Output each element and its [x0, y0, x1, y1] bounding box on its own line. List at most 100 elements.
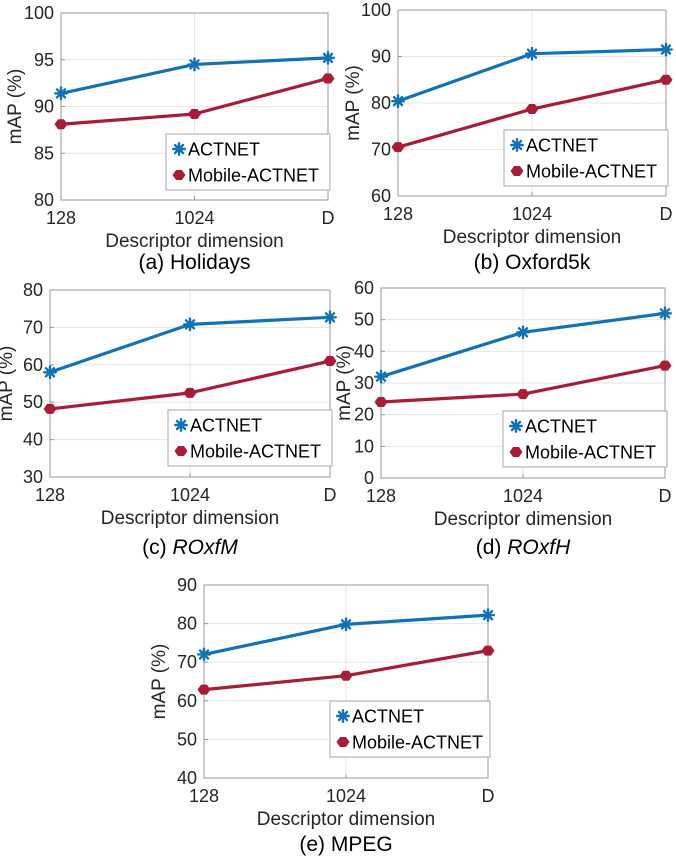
- y-tick-label: 40: [354, 341, 374, 361]
- legend-label: Mobile-ACTNET: [188, 166, 319, 186]
- series-actnet-marker-asterisk: [659, 42, 673, 57]
- y-axis-label: mAP (%): [343, 65, 364, 141]
- y-axis-label: mAP (%): [5, 69, 26, 145]
- y-tick-label: 0: [364, 468, 374, 488]
- y-tick-label: 100: [361, 0, 391, 20]
- legend-label: ACTNET: [525, 417, 597, 437]
- series-mobile-actnet-marker-hexagon: [43, 403, 57, 414]
- y-tick-label: 80: [23, 280, 43, 300]
- series-mobile-actnet-marker-hexagon: [54, 119, 68, 130]
- legend-box: [329, 700, 490, 758]
- legend-label: Mobile-ACTNET: [352, 733, 483, 753]
- y-tick-label: 90: [371, 47, 391, 67]
- legend-label: ACTNET: [188, 140, 260, 160]
- series-actnet-marker-asterisk: [658, 306, 672, 321]
- series-actnet-marker-asterisk: [338, 617, 353, 632]
- series-mobile-actnet-marker-hexagon: [321, 73, 335, 84]
- legend-box: [165, 133, 331, 191]
- series-mobile-actnet-marker-hexagon: [188, 108, 201, 119]
- series-mobile-actnet-marker-hexagon: [525, 104, 539, 115]
- legend-actnet-marker-asterisk: [173, 417, 189, 433]
- legend-actnet-marker-asterisk: [508, 418, 524, 434]
- series-mobile-actnet-marker-hexagon: [659, 74, 673, 85]
- y-tick-label: 30: [354, 373, 374, 393]
- x-axis-label: Descriptor dimension: [101, 508, 279, 529]
- x-tick-label: 1024: [512, 204, 552, 224]
- series-actnet-marker-asterisk: [182, 317, 198, 332]
- legend-label: ACTNET: [190, 416, 262, 436]
- x-tick-label: D: [324, 485, 337, 505]
- y-tick-label: 60: [23, 355, 43, 375]
- series-actnet-marker-asterisk: [196, 647, 211, 662]
- series-mobile-actnet-marker-hexagon: [658, 360, 672, 371]
- chart-caption: (e) MPEG: [299, 833, 392, 856]
- series-mobile-actnet-marker-hexagon: [183, 387, 197, 398]
- y-tick-label: 30: [23, 467, 43, 487]
- legend-mobile-actnet-marker-hexagon: [510, 166, 524, 176]
- y-tick-label: 60: [354, 278, 374, 298]
- chart-caption: (b) Oxford5k: [474, 251, 591, 274]
- x-tick-label: 1024: [503, 486, 543, 506]
- legend-mobile-actnet-marker-hexagon: [172, 170, 186, 180]
- x-tick-label: D: [659, 486, 672, 506]
- legend-box: [502, 410, 668, 468]
- legend-label: Mobile-ACTNET: [526, 162, 657, 182]
- y-tick-label: 95: [34, 50, 54, 70]
- legend-box: [167, 409, 333, 467]
- y-tick-label: 90: [34, 97, 54, 117]
- x-tick-label: 1024: [170, 485, 210, 505]
- x-tick-label: 128: [188, 786, 218, 806]
- y-tick-label: 100: [24, 3, 54, 23]
- series-mobile-actnet-marker-hexagon: [374, 397, 388, 407]
- y-tick-label: 50: [23, 392, 43, 412]
- y-tick-label: 40: [23, 430, 43, 450]
- series-actnet-marker-asterisk: [323, 310, 337, 325]
- x-axis-label: Descriptor dimension: [434, 509, 612, 530]
- legend-label: Mobile-ACTNET: [190, 442, 321, 462]
- y-tick-label: 70: [371, 140, 391, 160]
- y-tick-label: 50: [176, 729, 196, 749]
- series-actnet-marker-asterisk: [480, 608, 495, 623]
- x-tick-label: 128: [46, 208, 76, 228]
- y-tick-label: 80: [371, 93, 391, 113]
- series-mobile-actnet-marker-hexagon: [323, 356, 337, 367]
- legend-label: ACTNET: [526, 136, 598, 156]
- y-tick-label: 10: [354, 436, 374, 456]
- x-axis-label: Descriptor dimension: [443, 227, 621, 248]
- y-tick-label: 40: [176, 768, 196, 788]
- series-mobile-actnet-marker-hexagon: [481, 645, 494, 656]
- y-tick-label: 60: [371, 186, 391, 206]
- x-tick-label: D: [481, 786, 494, 806]
- y-tick-label: 70: [176, 652, 196, 672]
- x-tick-label: 1024: [325, 786, 365, 806]
- legend-actnet-marker-asterisk: [335, 708, 350, 724]
- legend-actnet-marker-asterisk: [509, 137, 525, 153]
- legend-label: Mobile-ACTNET: [525, 443, 656, 463]
- x-tick-label: 128: [366, 486, 396, 506]
- series-actnet-marker-asterisk: [515, 325, 531, 340]
- x-tick-label: 1024: [174, 208, 214, 228]
- series-actnet-marker-asterisk: [524, 46, 540, 61]
- series-mobile-actnet-marker-hexagon: [197, 684, 210, 695]
- x-tick-label: 128: [35, 485, 65, 505]
- series-actnet-marker-asterisk: [43, 365, 57, 380]
- y-tick-label: 85: [34, 143, 54, 163]
- y-tick-label: 80: [176, 614, 196, 634]
- chart-caption: (c) ROxfM: [142, 536, 238, 559]
- x-tick-label: D: [322, 208, 335, 228]
- legend-mobile-actnet-marker-hexagon: [174, 446, 188, 456]
- x-axis-label: Descriptor dimension: [105, 231, 283, 252]
- series-actnet-marker-asterisk: [391, 94, 406, 109]
